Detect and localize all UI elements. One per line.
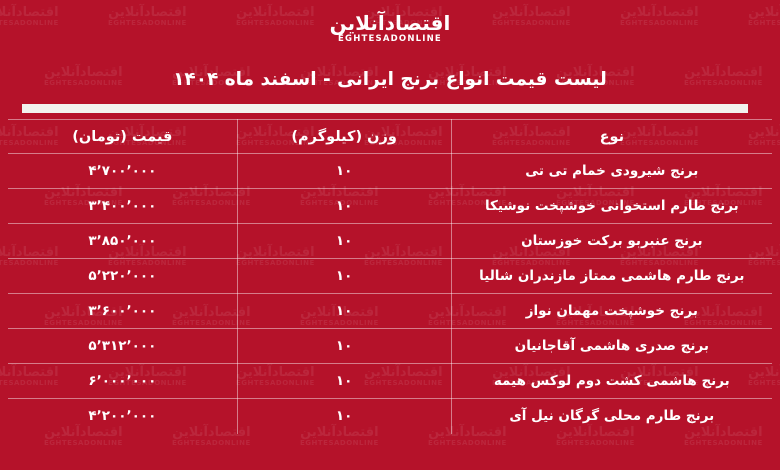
- table-row: برنج هاشمی کشت دوم لوکس هیمه ۱۰ ۶٬۰۰۰٬۰۰…: [8, 363, 772, 399]
- table-row: برنج طارم هاشمی ممتاز مازندران شالیا ۱۰ …: [8, 258, 772, 294]
- table-row: برنج شیرودی خمام تی تی ۱۰ ۴٬۷۰۰٬۰۰۰: [8, 153, 772, 189]
- cell-price: ۵٬۳۱۲٬۰۰۰: [8, 328, 238, 364]
- cell-type: برنج طارم محلی گرگان نیل آی: [450, 398, 772, 434]
- cell-type: برنج طارم استخوانی خوشپخت نوشیکا: [450, 188, 772, 224]
- cell-weight: ۱۰: [236, 293, 452, 329]
- cell-weight: ۱۰: [236, 328, 452, 364]
- site-logo-latin: EGHTESADONLINE: [338, 33, 442, 44]
- rice-price-table: نوع وزن (کیلوگرم) قیمت (تومان) برنج شیرو…: [8, 119, 772, 434]
- table-row: برنج خوشپخت مهمان نواز ۱۰ ۳٬۶۰۰٬۰۰۰: [8, 293, 772, 329]
- table-row: برنج صدری هاشمی آقاجانیان ۱۰ ۵٬۳۱۲٬۰۰۰: [8, 328, 772, 364]
- cell-type: برنج شیرودی خمام تی تی: [450, 153, 772, 189]
- cell-type: برنج خوشپخت مهمان نواز: [450, 293, 772, 329]
- site-logo-bar: اقتصادآنلاین EGHTESADONLINE: [0, 0, 780, 56]
- cell-price: ۳٬۶۰۰٬۰۰۰: [8, 293, 238, 329]
- title-divider: [22, 104, 748, 113]
- table-header: نوع وزن (کیلوگرم) قیمت (تومان): [8, 119, 772, 154]
- table-row: برنج عنبربو برکت خوزستان ۱۰ ۳٬۸۵۰٬۰۰۰: [8, 223, 772, 259]
- cell-price: ۶٬۰۰۰٬۰۰۰: [8, 363, 238, 399]
- table-row: برنج طارم محلی گرگان نیل آی ۱۰ ۴٬۲۰۰٬۰۰۰: [8, 398, 772, 434]
- cell-weight: ۱۰: [236, 258, 452, 294]
- cell-type: برنج هاشمی کشت دوم لوکس هیمه: [450, 363, 772, 399]
- cell-type: برنج طارم هاشمی ممتاز مازندران شالیا: [450, 258, 772, 294]
- cell-weight: ۱۰: [236, 188, 452, 224]
- page-title-wrap: لیست قیمت انواع برنج ایرانی - اسفند ماه …: [0, 56, 780, 102]
- table-row: برنج طارم استخوانی خوشپخت نوشیکا ۱۰ ۳٬۴۰…: [8, 188, 772, 224]
- site-logo: اقتصادآنلاین EGHTESADONLINE: [330, 13, 451, 44]
- cell-type: برنج صدری هاشمی آقاجانیان: [450, 328, 772, 364]
- cell-price: ۴٬۷۰۰٬۰۰۰: [8, 153, 238, 189]
- cell-weight: ۱۰: [236, 398, 452, 434]
- site-logo-name: اقتصادآنلاین: [329, 10, 451, 35]
- cell-price: ۴٬۲۰۰٬۰۰۰: [88, 408, 157, 425]
- table-container: نوع وزن (کیلوگرم) قیمت (تومان) برنج شیرو…: [0, 113, 780, 470]
- column-header-weight: وزن (کیلوگرم): [236, 119, 452, 154]
- cell-weight: ۱۰: [236, 363, 452, 399]
- table-header-row: نوع وزن (کیلوگرم) قیمت (تومان): [8, 119, 772, 154]
- cell-price: ۳٬۸۵۰٬۰۰۰: [8, 223, 238, 259]
- cell-type: برنج عنبربو برکت خوزستان: [450, 223, 772, 259]
- page-title: لیست قیمت انواع برنج ایرانی - اسفند ماه …: [173, 68, 607, 90]
- cell-weight: ۱۰: [236, 153, 452, 189]
- cell-price: ۳٬۴۰۰٬۰۰۰: [8, 188, 238, 224]
- column-header-type: نوع: [450, 119, 772, 154]
- table-body: برنج شیرودی خمام تی تی ۱۰ ۴٬۷۰۰٬۰۰۰ برنج…: [8, 153, 772, 434]
- column-header-price: قیمت (تومان): [8, 119, 238, 154]
- cell-weight: ۱۰: [236, 223, 452, 259]
- cell-price: ۵٬۲۲۰٬۰۰۰: [8, 258, 238, 294]
